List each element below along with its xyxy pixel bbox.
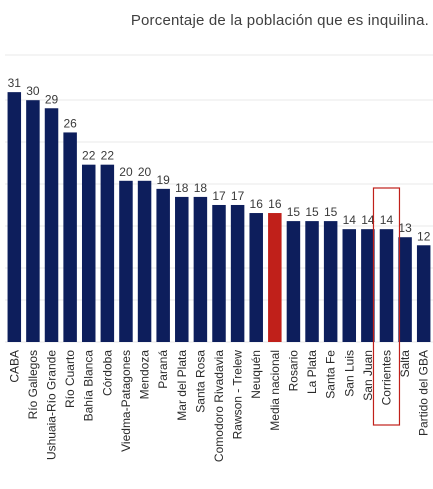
bar — [26, 100, 40, 342]
value-label: 18 — [175, 181, 189, 195]
category-label: Río Cuarto — [63, 350, 77, 408]
category-label: Corrientes — [379, 350, 393, 405]
bar — [175, 196, 189, 342]
category-label: Neuquén — [249, 350, 263, 399]
chart-title: Porcentaje de la población que es inquil… — [130, 12, 429, 29]
bar — [63, 132, 77, 342]
value-label: 15 — [305, 205, 319, 219]
bar — [342, 229, 357, 342]
category-label: Partido del GBA — [417, 350, 431, 436]
bar — [7, 92, 22, 342]
value-label: 18 — [194, 181, 208, 195]
bar — [379, 229, 394, 342]
value-label: 26 — [63, 116, 77, 130]
value-label: 30 — [26, 84, 40, 98]
highlight-box — [372, 187, 401, 426]
value-label: 17 — [231, 189, 245, 203]
category-label: Paraná — [156, 350, 170, 389]
value-label: 14 — [380, 213, 394, 227]
value-label: 31 — [8, 76, 22, 90]
value-label: 14 — [343, 213, 357, 227]
category-label: Viedma-Patagones — [119, 350, 133, 452]
highlight-box — [372, 187, 401, 426]
category-label: CABA — [7, 350, 21, 383]
category-label: Santa Rosa — [193, 350, 207, 413]
bar — [193, 196, 208, 342]
bar — [416, 245, 431, 342]
bar — [212, 204, 226, 342]
category-label: San Juan — [361, 350, 375, 401]
bar — [286, 221, 301, 342]
category-label: La Plata — [305, 350, 319, 394]
bar — [100, 164, 115, 342]
category-label: Rawson - Trelew — [231, 350, 245, 440]
bar — [398, 237, 412, 342]
value-label: 12 — [417, 229, 431, 243]
category-label: Rosario — [286, 350, 300, 392]
bars — [7, 92, 431, 342]
category-label: Media nacional — [268, 350, 282, 431]
bar — [156, 188, 170, 342]
bar — [230, 204, 245, 342]
bar — [361, 229, 375, 342]
category-label: Salta — [398, 350, 412, 378]
value-label: 20 — [119, 165, 133, 179]
value-label: 19 — [156, 173, 170, 187]
category-labels: CABA Río Gallegos Ushuaia-Río Grande Río Cu… — [7, 350, 430, 462]
bar — [249, 213, 263, 342]
value-label: 13 — [398, 221, 412, 235]
category-label: Santa Fe — [324, 350, 338, 399]
category-label: San Luis — [342, 350, 356, 397]
category-label: Río Gallegos — [26, 350, 40, 419]
bar — [268, 213, 282, 342]
value-labels: 31 30 29 26 22 22 20 20 19 18 18 17 17 16 16 15 15 15 14 14… — [8, 76, 431, 243]
value-label: 29 — [45, 92, 59, 106]
category-label: Mar del Plata — [175, 350, 189, 421]
bar — [323, 221, 338, 342]
bar — [81, 164, 96, 342]
value-label: 22 — [82, 149, 96, 163]
bar — [137, 180, 152, 342]
value-label: 16 — [268, 197, 282, 211]
category-label: Comodoro Rivadavia — [212, 350, 226, 462]
category-label: Bahía Blanca — [82, 350, 96, 422]
bar — [119, 180, 133, 342]
bar — [44, 108, 59, 342]
bar — [305, 221, 319, 342]
value-label: 20 — [138, 165, 152, 179]
value-label: 16 — [250, 197, 264, 211]
category-label: Ushuaia-Río Grande — [45, 350, 59, 460]
value-label: 17 — [212, 189, 226, 203]
category-label: Córdoba — [100, 350, 114, 396]
value-label: 15 — [324, 205, 338, 219]
category-label: Mendoza — [138, 350, 152, 400]
value-label: 22 — [101, 149, 115, 163]
value-label: 14 — [361, 213, 375, 227]
value-label: 15 — [287, 205, 301, 219]
